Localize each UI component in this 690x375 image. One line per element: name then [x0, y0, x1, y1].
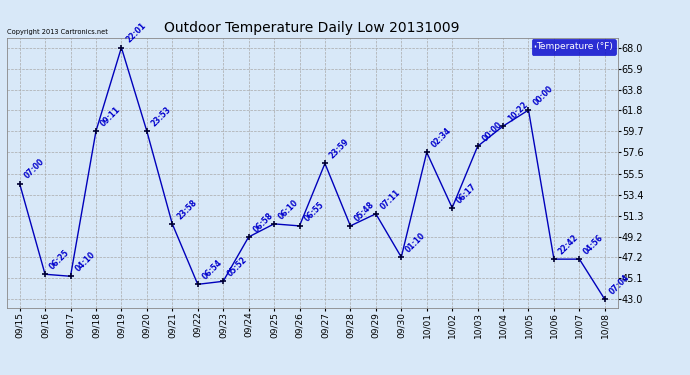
- Text: 10:22: 10:22: [506, 100, 529, 123]
- Text: 07:00: 07:00: [22, 157, 46, 181]
- Text: 22:01: 22:01: [124, 21, 148, 45]
- Text: 06:10: 06:10: [277, 198, 300, 221]
- Text: 05:48: 05:48: [353, 200, 377, 223]
- Text: 05:52: 05:52: [226, 255, 249, 279]
- Text: 06:58: 06:58: [251, 211, 275, 234]
- Text: 22:42: 22:42: [557, 233, 580, 256]
- Text: 06:55: 06:55: [302, 200, 326, 223]
- Text: 23:58: 23:58: [175, 198, 199, 221]
- Text: 06:25: 06:25: [48, 248, 71, 272]
- Text: 23:53: 23:53: [150, 105, 173, 128]
- Text: 07:04: 07:04: [608, 273, 631, 297]
- Text: 23:59: 23:59: [328, 137, 351, 160]
- Text: 07:11: 07:11: [379, 188, 402, 211]
- Text: 00:00: 00:00: [531, 84, 555, 107]
- Text: 06:54: 06:54: [201, 258, 224, 282]
- Text: 04:10: 04:10: [73, 250, 97, 273]
- Text: 06:17: 06:17: [455, 182, 478, 205]
- Text: 09:11: 09:11: [99, 105, 122, 128]
- Text: 04:56: 04:56: [582, 233, 606, 256]
- Title: Outdoor Temperature Daily Low 20131009: Outdoor Temperature Daily Low 20131009: [164, 21, 460, 35]
- Legend: Temperature (°F): Temperature (°F): [532, 39, 615, 55]
- Text: 02:34: 02:34: [429, 126, 453, 150]
- Text: 00:00: 00:00: [480, 120, 504, 144]
- Text: Copyright 2013 Cartronics.net: Copyright 2013 Cartronics.net: [7, 29, 108, 35]
- Text: 01:10: 01:10: [404, 231, 428, 254]
